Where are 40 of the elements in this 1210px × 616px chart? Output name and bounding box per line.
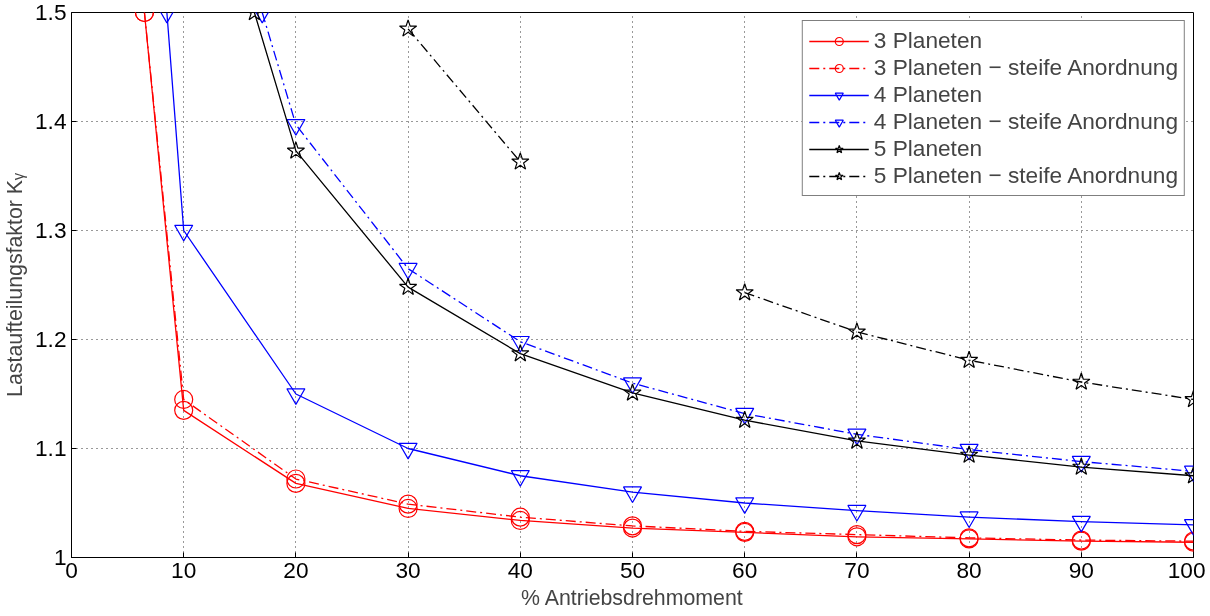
y-axis-title: Lastaufteilungsfaktor Kᵧ — [3, 171, 27, 397]
point — [286, 118, 306, 136]
y-tick-label: 1 — [53, 544, 67, 570]
point — [174, 389, 194, 410]
point — [174, 400, 194, 420]
legend-label: 5 Planeten − steife Anordnung — [873, 162, 1178, 189]
point — [511, 344, 530, 362]
point — [286, 388, 306, 405]
point — [735, 407, 755, 425]
x-tick-label: 90 — [1068, 556, 1094, 583]
y-tick-label: 1.1 — [35, 435, 67, 461]
point — [1072, 372, 1091, 390]
x-tick-label: 10 — [171, 556, 197, 583]
x-tick-label: 100 — [1167, 556, 1206, 583]
point — [510, 335, 530, 353]
point — [398, 494, 418, 514]
legend-label: 3 Planeten — [873, 27, 983, 54]
x-tick-label: 40 — [507, 556, 533, 583]
x-tick-label: 50 — [619, 556, 646, 583]
point — [398, 262, 418, 280]
legend-label: 4 Planeten − steife Anordnung — [873, 108, 1178, 135]
y-tick-label: 1.5 — [35, 0, 67, 25]
point — [959, 350, 979, 369]
x-tick-label: 80 — [956, 556, 982, 583]
point — [735, 410, 754, 429]
point — [174, 224, 194, 242]
y-tick-label: 1.4 — [35, 108, 67, 134]
x-axis-title: % Antriebsdrehmoment — [521, 585, 743, 610]
point — [398, 498, 418, 519]
x-tick-label: 30 — [395, 556, 421, 583]
y-tick-label: 1.2 — [35, 326, 67, 352]
point — [623, 383, 642, 401]
legend-label: 5 Planeten — [873, 135, 983, 162]
y-tick-label: 1.3 — [35, 217, 67, 243]
x-tick-label: 70 — [844, 556, 870, 583]
legend-label: 4 Planeten — [873, 81, 983, 108]
x-tick-label: 60 — [732, 556, 758, 583]
legend-label: 3 Planeten − steife Anordnung — [873, 54, 1178, 81]
x-tick-label: 0 — [65, 556, 78, 583]
x-tick-label: 20 — [283, 556, 309, 583]
